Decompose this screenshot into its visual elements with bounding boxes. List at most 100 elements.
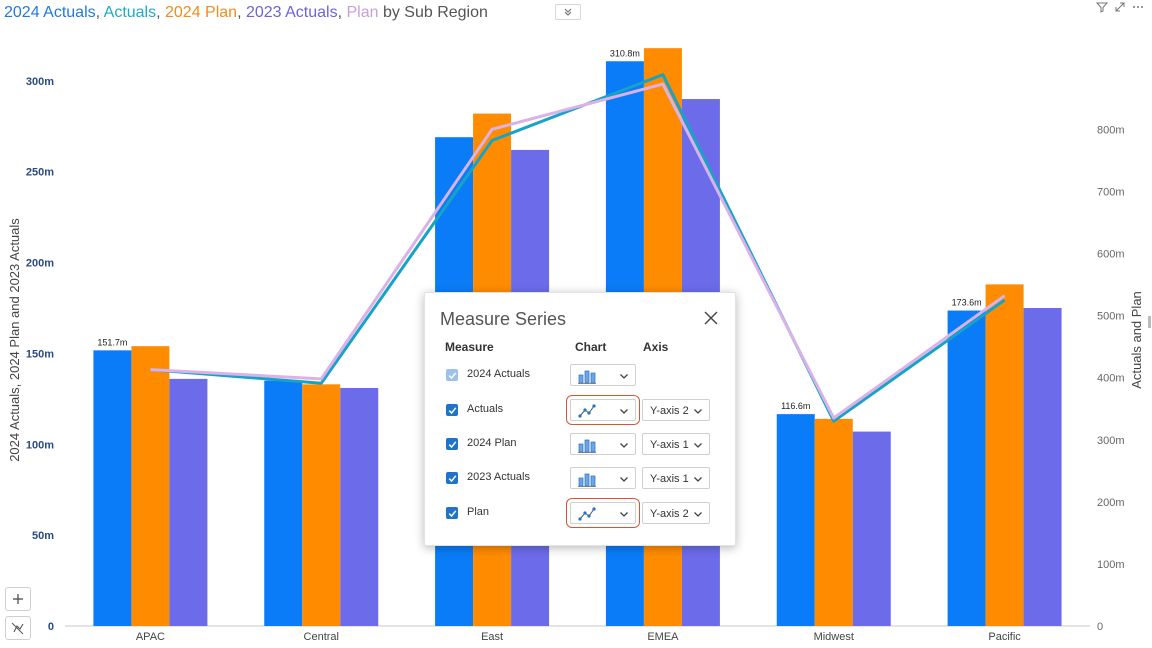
x-tick-label: East [481, 631, 503, 643]
y-left-tick-label: 200m [26, 258, 54, 270]
line-chart-icon [578, 404, 596, 418]
y-left-tick-label: 250m [26, 167, 54, 179]
y-left-tick-label: 300m [26, 76, 54, 88]
y-left-tick-label: 0 [48, 621, 54, 633]
measure-label: Actuals [467, 403, 504, 415]
x-tick-label: APAC [136, 631, 165, 643]
measure-series-dialog: Measure Series Measure Chart Axis 2024 A… [424, 292, 736, 546]
chart-type-dropdown[interactable] [570, 467, 636, 489]
chart-type-dropdown[interactable] [566, 498, 640, 528]
y-right-tick-label: 800m [1097, 124, 1125, 136]
axis-dropdown[interactable]: Y-axis 2 [642, 502, 710, 524]
resize-handle[interactable] [1148, 316, 1151, 328]
focus-mode-icon[interactable] [1114, 1, 1126, 13]
title-segment: Plan [346, 4, 379, 21]
measure-label: 2024 Actuals [467, 368, 530, 380]
measure-column-header: Measure [445, 340, 494, 354]
chevron-down-icon [620, 443, 628, 448]
y-right-tick-label: 300m [1097, 435, 1125, 447]
measure-label: 2024 Plan [467, 437, 517, 449]
checkmark-icon [448, 440, 456, 448]
bar [985, 284, 1024, 626]
series-line [150, 82, 1006, 420]
y-left-tick-label: 100m [26, 439, 54, 451]
axis-column-header: Axis [643, 340, 669, 354]
axis-dropdown-value: Y-axis 2 [650, 508, 689, 520]
measure-label: Plan [467, 506, 490, 518]
chart-type-dropdown[interactable] [570, 433, 636, 455]
measure-row: 2024 Plan Y-axis 1 [425, 430, 735, 458]
chevron-down-icon [694, 443, 702, 448]
y-right-tick-label: 100m [1097, 559, 1125, 571]
y-left-axis-title: 2024 Actuals, 2024 Plan and 2023 Actuals [7, 218, 22, 462]
line-chart-icon [578, 507, 596, 521]
reset-zoom-button[interactable] [5, 616, 31, 640]
chevron-down-icon [620, 512, 628, 517]
data-label: 173.6m [952, 298, 982, 308]
x-tick-label: EMEA [647, 631, 679, 643]
axis-dropdown[interactable]: Y-axis 2 [642, 399, 710, 421]
y-right-tick-label: 0 [1097, 621, 1103, 633]
axis-dropdown[interactable]: Y-axis 1 [642, 433, 710, 455]
axis-dropdown-value: Y-axis 2 [650, 405, 689, 417]
title-segment: 2024 Plan [165, 4, 238, 21]
chevron-down-icon [620, 409, 628, 414]
bar [947, 310, 986, 626]
y-left-tick-label: 50m [32, 530, 54, 542]
axis-dropdown-value: Y-axis 1 [650, 439, 689, 451]
x-tick-label: Central [304, 631, 339, 643]
measure-label: 2023 Actuals [467, 471, 530, 483]
more-options-icon[interactable] [1132, 1, 1144, 13]
measure-checkbox[interactable] [446, 438, 458, 450]
title-segment: 2024 Actuals [4, 4, 96, 21]
chevron-down-icon [620, 477, 628, 482]
zoom-in-button[interactable] [5, 587, 31, 611]
bar [852, 431, 891, 626]
measure-row: Plan Y-axis 2 [425, 498, 735, 528]
title-segment: by Sub Region [378, 4, 488, 21]
bar [264, 380, 303, 626]
chevron-down-icon [694, 512, 702, 517]
checkmark-icon [448, 371, 456, 379]
dialog-title: Measure Series [440, 309, 567, 329]
title-segment: , [337, 4, 347, 21]
measure-checkbox[interactable] [446, 404, 458, 416]
measure-checkbox[interactable] [446, 472, 458, 484]
chart-type-dropdown[interactable] [566, 395, 640, 425]
close-icon [704, 311, 718, 325]
chart-column-header: Chart [575, 340, 607, 354]
bar [1023, 308, 1062, 626]
filter-icon[interactable] [1096, 1, 1108, 13]
axis-dropdown[interactable]: Y-axis 1 [642, 467, 710, 489]
chart-title: 2024 Actuals, Actuals, 2024 Plan, 2023 A… [4, 4, 488, 22]
y-right-axis-title: Actuals and Plan [1129, 291, 1144, 389]
title-segment: Actuals [103, 4, 157, 21]
bar [93, 350, 132, 626]
data-label: 116.6m [781, 401, 810, 411]
checkmark-icon [448, 406, 456, 414]
y-right-tick-label: 500m [1097, 311, 1125, 323]
close-button[interactable] [702, 309, 720, 327]
y-left-tick-label: 150m [26, 348, 54, 360]
bar [131, 346, 170, 626]
measure-checkbox [446, 369, 458, 381]
chart-type-dropdown[interactable] [570, 364, 636, 386]
y-right-tick-label: 200m [1097, 497, 1125, 509]
expand-header-button[interactable] [555, 4, 581, 20]
bar [776, 414, 815, 626]
measure-checkbox[interactable] [446, 507, 458, 519]
title-segment: , [237, 4, 246, 21]
bar-chart-icon [578, 439, 596, 453]
plus-icon [13, 594, 23, 604]
measure-row: Actuals Y-axis 2 [425, 395, 735, 425]
bar [340, 387, 379, 626]
title-segment: , [156, 4, 165, 21]
x-tick-label: Midwest [814, 631, 854, 643]
axis-dropdown-value: Y-axis 1 [650, 473, 689, 485]
chevron-down-icon [694, 409, 702, 414]
chevron-down-icon [620, 374, 628, 379]
bar-chart-icon [578, 370, 596, 384]
checkmark-icon [448, 509, 456, 517]
bar [302, 384, 341, 626]
checkmark-icon [448, 474, 456, 482]
